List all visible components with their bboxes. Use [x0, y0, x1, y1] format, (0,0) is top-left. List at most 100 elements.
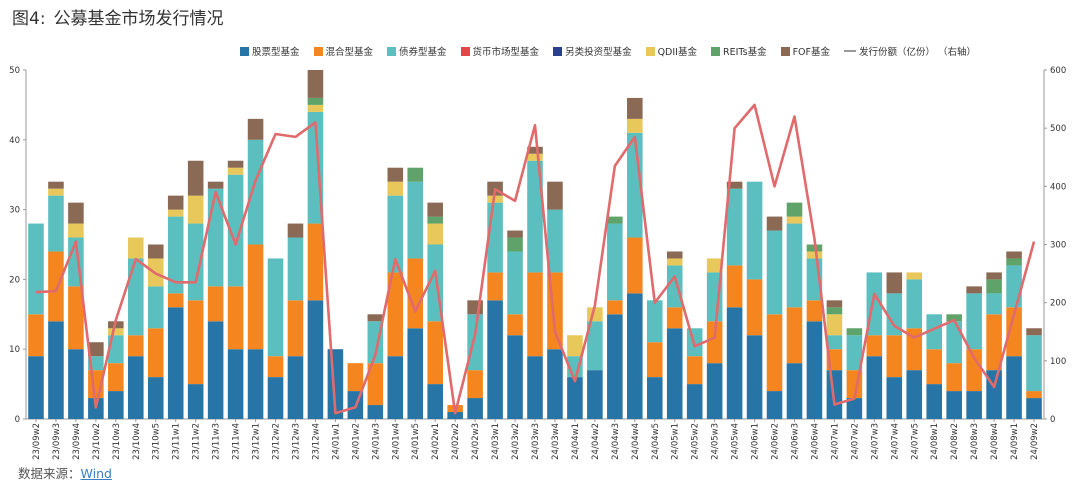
bar-segment	[247, 139, 264, 245]
bar-segment	[167, 216, 184, 294]
right-tick-label: 400	[1050, 182, 1066, 192]
legend-item: 混合型基金	[313, 44, 373, 58]
bar-segment	[866, 356, 883, 419]
bar-segment	[806, 251, 823, 259]
source-link[interactable]: Wind	[80, 466, 112, 481]
bar-segment	[427, 202, 443, 217]
bar-segment	[367, 314, 384, 322]
x-tick-label: 24/04w1	[571, 423, 581, 460]
bar-segment	[986, 293, 1002, 315]
right-tick-label: 600	[1050, 66, 1066, 76]
bar-segment	[108, 363, 124, 392]
bar-segment	[287, 223, 304, 238]
issuance-line	[35, 103, 1036, 415]
legend-line-swatch	[844, 50, 856, 52]
bar-segment	[567, 335, 583, 357]
bar-segment	[686, 384, 703, 419]
x-tick-label: 24/07w4	[890, 423, 900, 460]
bar-segment	[547, 209, 563, 273]
bar-segment	[746, 335, 763, 419]
bar-segment	[407, 167, 424, 182]
bar-segment	[367, 405, 384, 419]
x-tick-label: 24/08w3	[970, 423, 980, 460]
bar-segment	[167, 293, 184, 308]
bar-segment	[666, 328, 683, 419]
bar-segment	[147, 328, 164, 378]
bar-segment	[786, 223, 803, 308]
x-tick-label: 23/11w2	[192, 423, 202, 460]
bar-segment	[108, 328, 124, 336]
bar-segment	[127, 335, 144, 357]
bar-segment	[48, 251, 64, 322]
bar-segment	[547, 349, 563, 419]
bar-segment	[966, 349, 982, 392]
x-tick-label: 23/09w2	[32, 423, 42, 460]
bar-segment	[287, 356, 304, 419]
x-tick-label: 24/03w1	[491, 423, 501, 460]
bar-segment	[187, 300, 204, 385]
bar-segment	[1006, 265, 1022, 308]
bar-segment	[986, 272, 1002, 280]
legend-item-line: 发行份额（亿份） （右轴）	[844, 44, 976, 58]
bar-segment	[766, 216, 783, 231]
figure-label: 图4:	[12, 9, 46, 29]
x-tick-label: 24/07w2	[850, 423, 860, 460]
bar-segment	[28, 314, 44, 357]
x-tick-label: 24/01w2	[351, 423, 361, 460]
x-tick-label: 24/08w2	[950, 423, 960, 460]
bar-segment	[627, 97, 643, 119]
bar-segment	[48, 195, 64, 252]
bar-segment	[1026, 328, 1042, 336]
bar-segment	[1006, 356, 1022, 419]
bar-segment	[1026, 335, 1042, 392]
left-tick-label: 50	[9, 66, 20, 76]
bar-segment	[786, 307, 803, 364]
bar-segment	[427, 321, 443, 385]
x-tick-label: 24/05w4	[731, 423, 741, 460]
bar-segment	[926, 384, 943, 419]
bar-segment	[846, 335, 863, 371]
bar-segment	[367, 363, 384, 406]
bar-segment	[187, 195, 204, 224]
bar-segment	[147, 286, 164, 329]
legend-swatch	[240, 46, 249, 56]
bar-segment	[786, 363, 803, 419]
bar-segment	[167, 195, 184, 210]
x-tick-label: 24/01w3	[371, 423, 381, 460]
bar-segment	[68, 223, 84, 238]
bar-segment	[666, 307, 683, 329]
x-tick-label: 24/01w4	[391, 423, 401, 460]
x-tick-label: 24/07w5	[910, 423, 920, 460]
x-tick-label: 23/11w3	[212, 423, 222, 460]
x-tick-label: 24/05w3	[711, 423, 721, 460]
bar-segment	[48, 181, 64, 189]
bar-segment	[487, 195, 503, 203]
legend-swatch	[387, 46, 397, 56]
bar-segment	[527, 160, 543, 273]
bar-segment	[1026, 398, 1042, 419]
x-tick-label: 24/04w4	[631, 423, 641, 460]
bar-segment	[387, 356, 404, 419]
legend-label: 股票型基金	[252, 47, 300, 58]
bar-segment	[347, 363, 364, 392]
bar-segment	[607, 300, 623, 315]
x-tick-label: 24/07w1	[830, 423, 840, 460]
bar-segment	[906, 272, 923, 280]
x-tick-label: 24/07w3	[870, 423, 880, 460]
bar-segment	[826, 314, 843, 336]
bar-segment	[627, 237, 643, 294]
bar-segment	[267, 258, 284, 357]
x-tick-label: 23/09w4	[72, 423, 82, 460]
bar-segment	[167, 307, 184, 419]
bar-segment	[507, 230, 523, 238]
bar-segment	[507, 314, 523, 336]
x-tick-label: 24/06w1	[751, 423, 761, 460]
right-tick-label: 0	[1050, 415, 1055, 425]
bar-segment	[986, 314, 1002, 371]
x-tick-label: 23/12w4	[311, 423, 321, 460]
bar-segment	[527, 146, 543, 154]
x-tick-label: 23/12w2	[272, 423, 282, 460]
bar-segment	[467, 398, 483, 419]
bar-segment	[866, 335, 883, 357]
bar-segment	[507, 237, 523, 252]
